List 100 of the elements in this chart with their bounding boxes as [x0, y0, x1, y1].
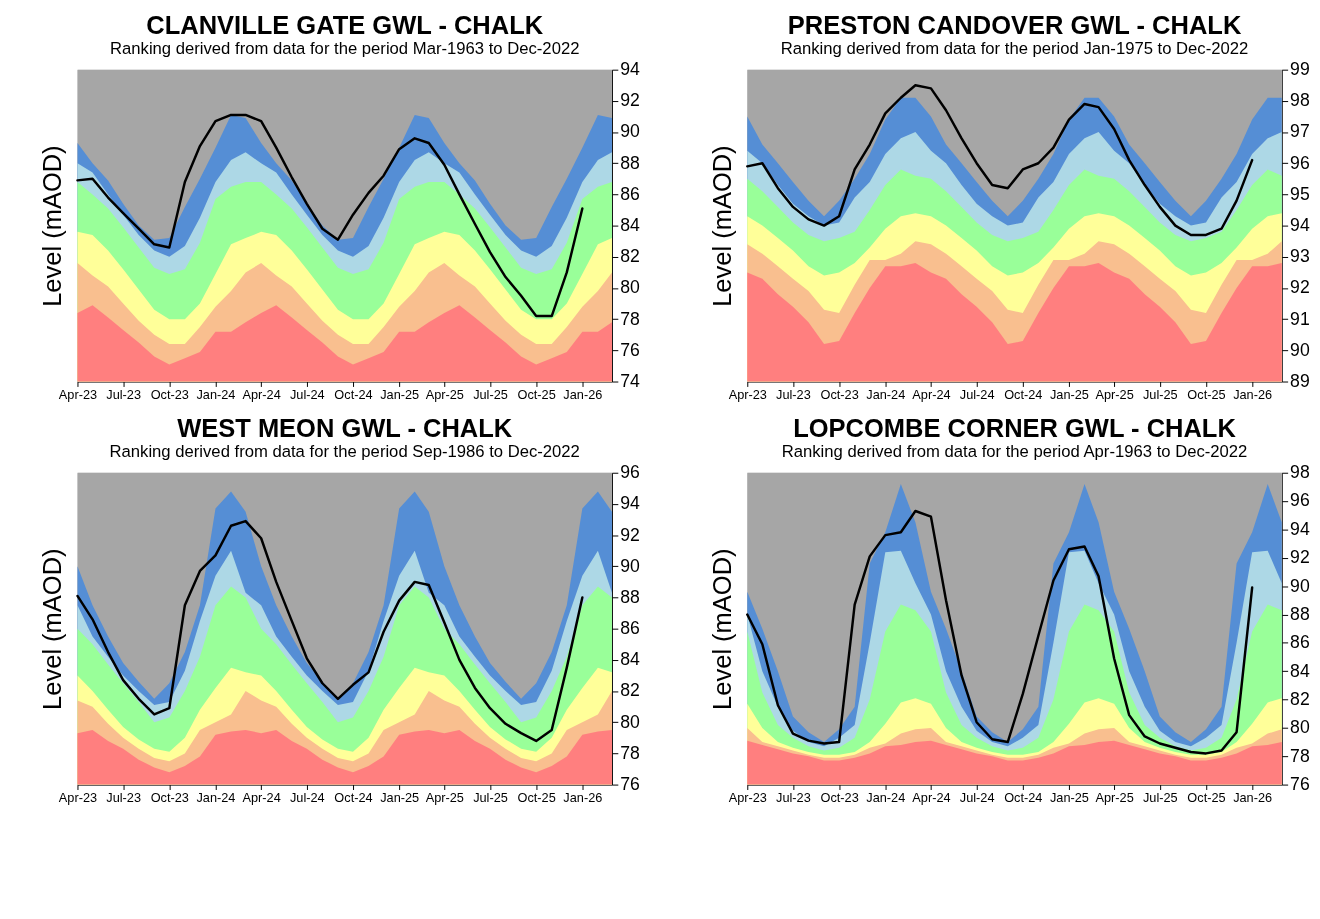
- x-tick-label: Jan-26: [1233, 386, 1273, 402]
- y-tick-label: 88: [620, 152, 641, 173]
- x-tick-label: Apr-24: [912, 386, 951, 402]
- y-tick-label: 88: [620, 586, 641, 607]
- y-tick-label: 99: [1290, 59, 1310, 80]
- y-axis-title: Level (mAOD): [38, 548, 67, 710]
- x-tick-label: Oct-25: [517, 789, 556, 805]
- y-tick-label: 82: [620, 246, 640, 267]
- x-tick-label: Jan-24: [866, 789, 906, 805]
- x-tick-label: Oct-24: [334, 789, 373, 805]
- y-tick-label: 90: [620, 121, 641, 142]
- y-axis-title: Level (mAOD): [708, 548, 737, 710]
- x-tick-label: Oct-23: [150, 789, 189, 805]
- y-tick-label: 90: [620, 555, 641, 576]
- y-tick-label: 84: [620, 649, 641, 670]
- x-tick-label: Jul-24: [289, 386, 325, 402]
- x-tick-label: Jul-25: [473, 386, 508, 402]
- y-tick-label: 82: [620, 680, 640, 701]
- x-tick-label: Apr-25: [425, 789, 464, 805]
- x-tick-label: Jul-23: [776, 386, 811, 402]
- x-tick-label: Jan-25: [1049, 789, 1089, 805]
- chart-title: LOPCOMBE CORNER GWL - CHALK: [793, 414, 1237, 443]
- y-tick-label: 92: [1290, 547, 1310, 568]
- x-tick-label: Oct-24: [1004, 386, 1043, 402]
- x-tick-label: Oct-23: [150, 386, 189, 402]
- x-tick-label: Oct-25: [517, 386, 556, 402]
- y-tick-label: 96: [1290, 490, 1310, 511]
- chart-subtitle: Ranking derived from data for the period Apr-1963 to Dec-2022: [781, 442, 1248, 462]
- x-tick-label: Jul-24: [959, 789, 995, 805]
- x-tick-label: Apr-25: [1095, 386, 1134, 402]
- y-tick-label: 94: [1290, 518, 1310, 539]
- x-tick-label: Jul-23: [106, 789, 141, 805]
- x-tick-label: Jul-25: [1142, 386, 1178, 402]
- x-tick-label: Jan-25: [380, 789, 420, 805]
- line-series: [76, 519, 584, 743]
- y-tick-label: 90: [1290, 339, 1310, 360]
- y-tick-label: 86: [620, 618, 641, 639]
- y-tick-label: 88: [1290, 603, 1310, 624]
- y-tick-label: 82: [1290, 688, 1310, 709]
- y-tick-label: 89: [1290, 370, 1310, 391]
- y-tick-label: 94: [1290, 215, 1310, 236]
- y-tick-label: 90: [1290, 575, 1310, 596]
- y-tick-label: 98: [1290, 462, 1310, 483]
- x-tick-label: Apr-23: [728, 386, 767, 402]
- x-tick-label: Jul-24: [289, 789, 325, 805]
- x-tick-label: Oct-24: [334, 386, 373, 402]
- y-tick-label: 86: [620, 183, 641, 204]
- x-tick-label: Oct-24: [1004, 789, 1043, 805]
- x-tick-label: Apr-24: [242, 386, 281, 402]
- y-tick-label: 80: [1290, 717, 1310, 738]
- y-axis-title: Level (mAOD): [708, 145, 737, 307]
- y-tick-label: 80: [620, 277, 641, 298]
- x-tick-label: Oct-25: [1187, 789, 1226, 805]
- chart-title: WEST MEON GWL - CHALK: [177, 414, 513, 443]
- y-tick-label: 94: [620, 493, 641, 514]
- y-tick-label: 93: [1290, 246, 1310, 267]
- chart-subtitle: Ranking derived from data for the period Jan-1975 to Dec-2022: [780, 38, 1249, 58]
- y-axis-title: Level (mAOD): [38, 145, 67, 307]
- y-tick-label: 84: [620, 215, 641, 236]
- x-tick-label: Apr-24: [242, 789, 281, 805]
- y-tick-label: 94: [620, 59, 641, 80]
- x-tick-label: Jul-25: [473, 789, 508, 805]
- y-tick-label: 80: [620, 711, 641, 732]
- x-tick-label: Oct-23: [820, 789, 859, 805]
- x-tick-label: Apr-23: [728, 789, 767, 805]
- x-tick-label: Jul-23: [106, 386, 141, 402]
- y-tick-label: 76: [620, 774, 641, 794]
- chart-title: PRESTON CANDOVER GWL - CHALK: [787, 11, 1242, 40]
- chart-subtitle: Ranking derived from data for the period Sep-1986 to Dec-2022: [109, 442, 580, 462]
- x-tick-label: Jan-25: [380, 386, 420, 402]
- line-series: [76, 113, 584, 318]
- y-tick-label: 91: [1290, 308, 1310, 329]
- x-tick-label: Apr-25: [1095, 789, 1134, 805]
- y-tick-label: 74: [620, 370, 641, 391]
- x-tick-label: Oct-25: [1187, 386, 1226, 402]
- y-tick-label: 84: [1290, 660, 1310, 681]
- y-tick-label: 97: [1290, 121, 1310, 142]
- x-tick-label: Oct-23: [820, 386, 859, 402]
- x-tick-label: Apr-23: [58, 789, 98, 805]
- x-tick-label: Jan-24: [196, 789, 236, 805]
- y-tick-label: 78: [620, 742, 641, 763]
- x-tick-label: Apr-25: [425, 386, 464, 402]
- y-tick-label: 78: [620, 308, 641, 329]
- x-tick-label: Apr-24: [912, 789, 951, 805]
- chart-subtitle: Ranking derived from data for the period Mar-1963 to Dec-2022: [110, 38, 580, 58]
- x-tick-label: Apr-23: [58, 386, 98, 402]
- y-tick-label: 95: [1290, 183, 1310, 204]
- line-series: [746, 509, 1254, 755]
- x-tick-label: Jul-25: [1142, 789, 1178, 805]
- chart-title: CLANVILLE GATE GWL - CHALK: [146, 11, 544, 40]
- x-tick-label: Jan-26: [563, 386, 603, 402]
- y-tick-label: 76: [620, 339, 641, 360]
- line-series: [746, 84, 1254, 237]
- x-tick-label: Jan-24: [866, 386, 906, 402]
- x-tick-label: Jan-25: [1049, 386, 1089, 402]
- x-tick-label: Jan-26: [1233, 789, 1273, 805]
- y-tick-label: 92: [1290, 277, 1310, 298]
- x-tick-label: Jan-26: [563, 789, 603, 805]
- y-tick-label: 96: [1290, 152, 1310, 173]
- y-tick-label: 96: [620, 462, 641, 483]
